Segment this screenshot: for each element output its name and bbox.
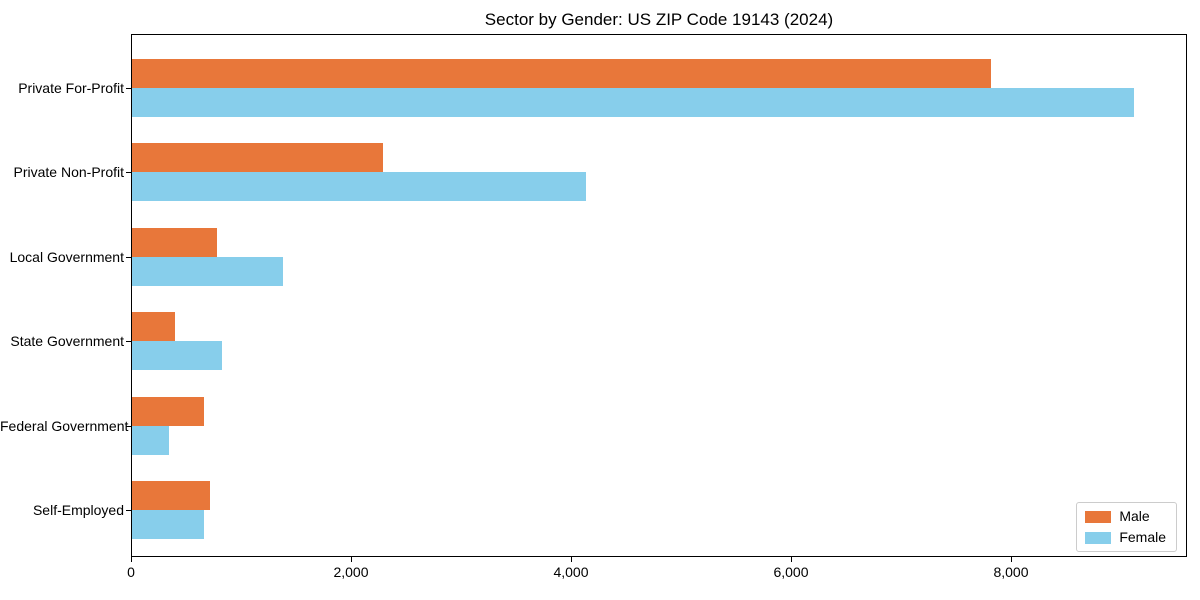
bar-female-private-for-profit <box>132 88 1134 117</box>
x-tick-label-2000: 2,000 <box>333 564 369 580</box>
x-tick-label-6000: 6,000 <box>773 564 809 580</box>
legend-swatch-male <box>1085 510 1112 523</box>
legend-entry-female: Female <box>1085 530 1166 545</box>
y-tick-mark <box>126 256 131 258</box>
bar-male-self-employed <box>132 481 210 510</box>
bar-female-state-government <box>132 341 222 371</box>
y-tick-mark <box>126 425 131 427</box>
legend-label-male: Male <box>1119 508 1150 524</box>
x-tick-mark <box>571 557 572 562</box>
bar-female-federal-government <box>132 425 169 455</box>
y-tick-label-private-for-profit: Private For-Profit <box>18 80 124 96</box>
x-tick-label-0: 0 <box>127 564 135 580</box>
bar-male-local-government <box>132 227 217 257</box>
bar-male-private-non-profit <box>132 143 383 173</box>
bar-female-self-employed <box>132 510 204 539</box>
y-tick-mark <box>126 341 131 343</box>
y-tick-mark <box>126 172 131 174</box>
bar-male-federal-government <box>132 396 204 426</box>
x-tick-mark <box>351 557 352 562</box>
y-tick-mark <box>126 88 131 89</box>
bar-male-private-for-profit <box>132 59 991 88</box>
legend-entry-male: Male <box>1085 509 1166 524</box>
bar-male-state-government <box>132 312 175 342</box>
bar-female-local-government <box>132 256 283 286</box>
legend: Male Female <box>1076 502 1177 552</box>
plot-area: Male Female <box>131 34 1187 557</box>
x-tick-label-4000: 4,000 <box>553 564 589 580</box>
legend-swatch-female <box>1085 531 1112 544</box>
y-tick-mark <box>126 510 131 511</box>
bar-female-private-non-profit <box>132 172 586 202</box>
y-tick-label-state-government: State Government <box>10 333 124 350</box>
y-tick-label-federal-government: Federal Government <box>0 417 129 434</box>
y-tick-label-self-employed: Self-Employed <box>32 502 124 518</box>
x-tick-label-8000: 8,000 <box>993 564 1029 580</box>
legend-label-female: Female <box>1119 529 1166 545</box>
x-tick-mark <box>791 557 792 562</box>
y-tick-label-private-non-profit: Private Non-Profit <box>13 164 124 181</box>
y-tick-label-local-government: Local Government <box>9 248 124 265</box>
x-tick-mark <box>131 557 132 562</box>
x-tick-mark <box>1011 557 1012 562</box>
chart-title: Sector by Gender: US ZIP Code 19143 (202… <box>484 10 834 29</box>
